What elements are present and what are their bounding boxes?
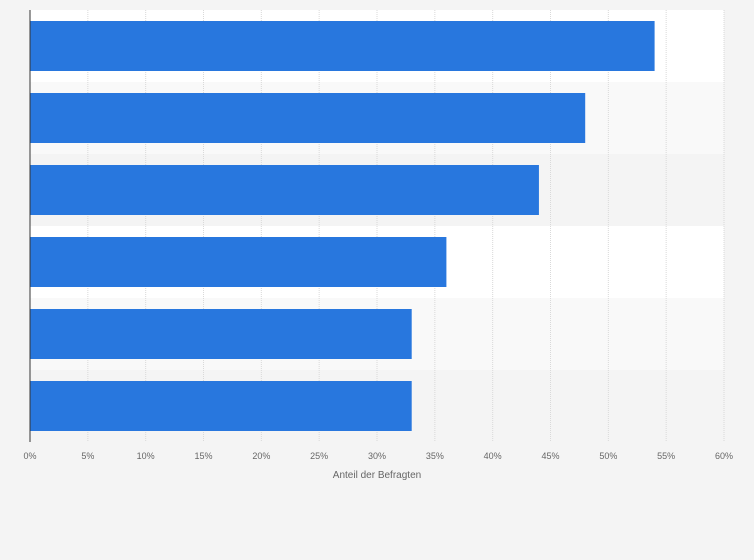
x-tick-label: 10% [137,451,155,461]
x-tick-label: 60% [715,451,733,461]
x-tick-label: 55% [657,451,675,461]
x-tick-label: 0% [23,451,36,461]
x-tick-label: 35% [426,451,444,461]
x-tick-label: 15% [194,451,212,461]
gridlines [87,10,725,442]
x-axis-title: Anteil der Befragten [333,470,421,481]
bar [30,93,586,143]
bar [30,309,412,359]
bar [30,21,655,71]
x-tick-label: 40% [484,451,502,461]
bars [30,21,655,431]
bar [30,381,412,431]
x-tick-label: 45% [541,451,559,461]
bar [30,237,447,287]
x-tick-label: 20% [252,451,270,461]
x-tick-label: 5% [81,451,94,461]
bar [30,165,539,215]
x-tick-label: 25% [310,451,328,461]
x-tick-labels: 0% 5% 10% 15% 20% 25% 30% 35% 40% 45% 50% 55% 60% [23,451,733,461]
x-tick-label: 30% [368,451,386,461]
x-tick-label: 50% [599,451,617,461]
